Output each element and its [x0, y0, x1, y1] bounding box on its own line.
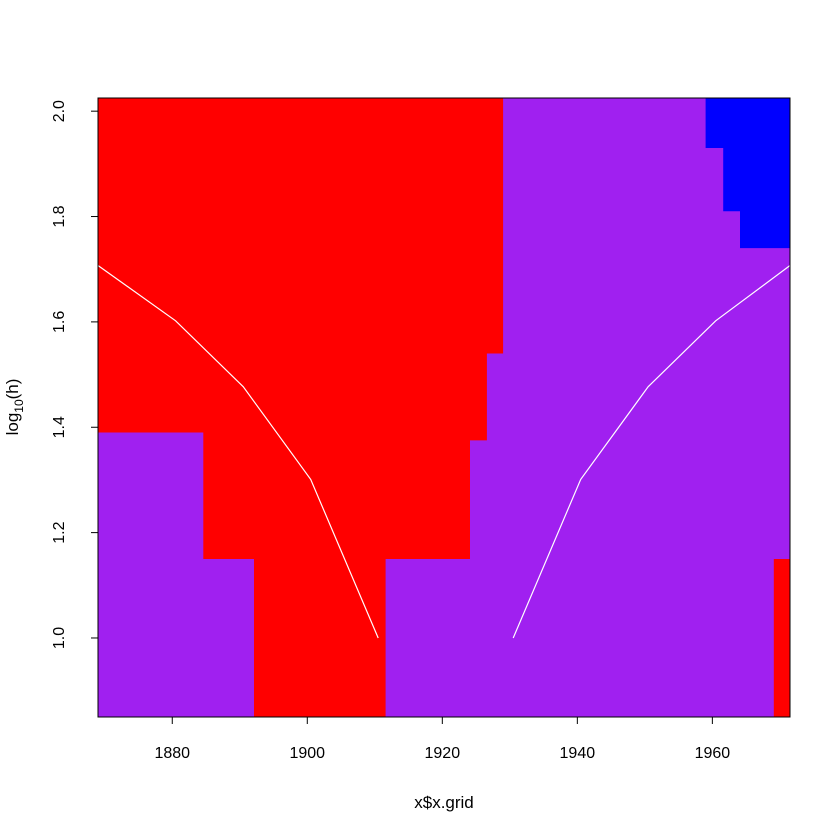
- y-axis-label-base: log: [3, 413, 22, 436]
- curve-line-2: [512, 265, 791, 639]
- plot-area: [97, 97, 791, 718]
- y-axis-label-subscript: 10: [12, 399, 26, 413]
- x-axis: 1880 1900 1920 1940 1960: [154, 716, 731, 762]
- y-tick-label: 1.8: [51, 205, 68, 227]
- y-tick-label: 1.2: [51, 521, 68, 543]
- y-tick-label: 2.0: [51, 100, 68, 122]
- red-region-3: [773, 559, 790, 717]
- x-tick-label: 1920: [425, 745, 461, 762]
- y-tick-label: 1.0: [51, 627, 68, 649]
- y-tick-label: 1.6: [51, 311, 68, 333]
- line-layer: [97, 265, 791, 639]
- x-tick-label: 1880: [154, 745, 190, 762]
- x-tick-label: 1900: [289, 745, 325, 762]
- red-region-1: [98, 98, 504, 717]
- y-axis-label-rest: (h): [3, 379, 22, 400]
- blue-region-2: [705, 98, 790, 249]
- y-axis-label: log10(h): [3, 379, 26, 436]
- curve-line-1: [97, 265, 379, 639]
- x-tick-label: 1960: [695, 745, 731, 762]
- y-tick-label: 1.4: [51, 416, 68, 438]
- region-layer: [98, 98, 790, 717]
- y-axis: 1.0 1.2 1.4 1.6 1.8 2.0: [51, 100, 99, 649]
- x-axis-label: x$x.grid: [414, 793, 474, 812]
- x-tick-label: 1940: [560, 745, 596, 762]
